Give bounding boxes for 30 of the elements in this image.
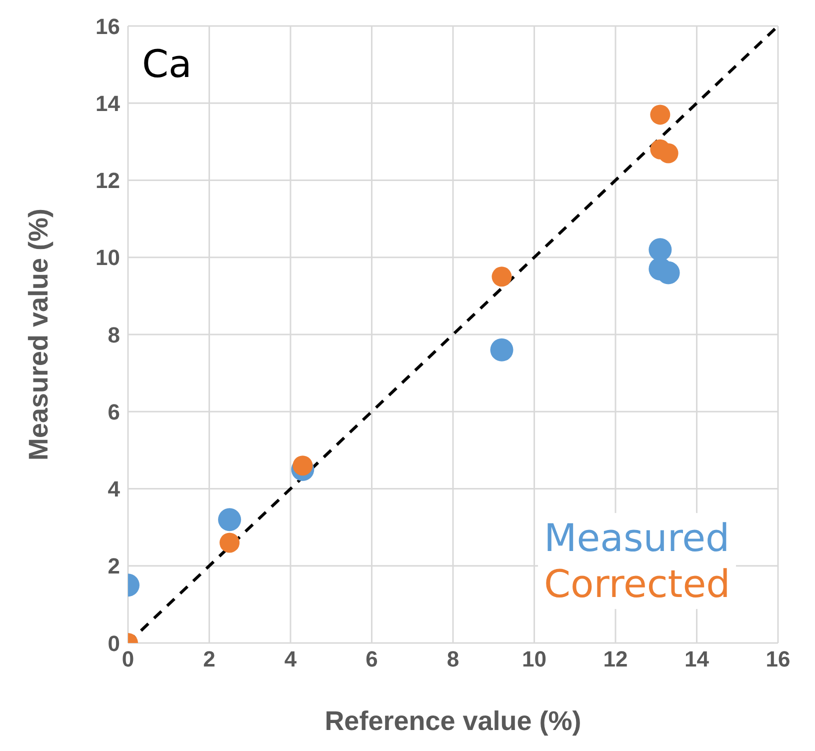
x-tick-label: 10 <box>522 646 546 672</box>
point <box>490 338 514 362</box>
annotation: Ca <box>142 42 192 86</box>
point <box>658 143 678 164</box>
x-tick-label: 8 <box>446 646 460 672</box>
x-tick-label: 2 <box>203 646 216 672</box>
y-tick-label: 6 <box>108 399 120 424</box>
y-tick-label: 12 <box>96 168 120 194</box>
y-tick-label: 10 <box>96 245 120 270</box>
x-tick-label: 12 <box>603 646 628 672</box>
point <box>648 238 672 262</box>
y-tick-label: 4 <box>108 476 121 502</box>
point <box>492 266 512 287</box>
y-axis-title: Measured value (%) <box>24 208 54 461</box>
text: Corrected <box>544 561 730 607</box>
y-tick-label: 14 <box>96 90 121 116</box>
y-tick-label: 16 <box>96 14 120 39</box>
y-tick-label: 0 <box>108 630 120 656</box>
y-tick-label: 2 <box>108 554 120 579</box>
y-tick-label: 8 <box>108 322 120 348</box>
x-tick-label: 14 <box>684 646 710 672</box>
x-axis-title: Reference value (%) <box>324 706 582 736</box>
point <box>220 532 240 553</box>
point <box>292 456 313 476</box>
point <box>650 104 670 125</box>
point <box>218 508 242 532</box>
x-tick-label: 4 <box>284 646 298 672</box>
text: Measured <box>544 515 730 561</box>
x-tick-label: 16 <box>766 646 790 672</box>
x-tick-label: 6 <box>366 646 378 672</box>
